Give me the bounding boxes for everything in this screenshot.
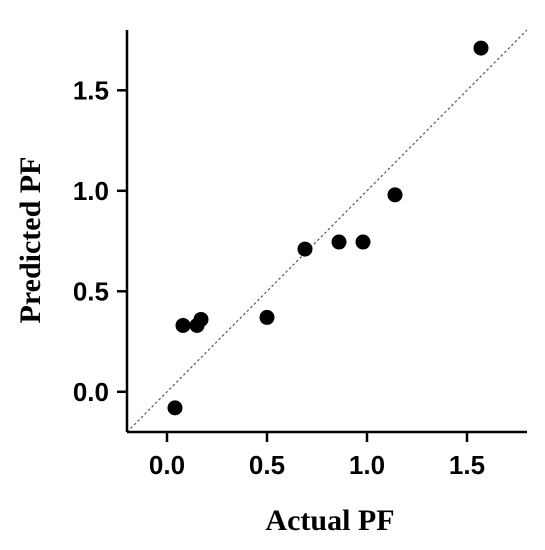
data-point xyxy=(167,400,183,416)
x-axis-title: Actual PF xyxy=(265,504,394,537)
x-tick-label: 1.5 xyxy=(449,450,485,480)
y-tick-label: 1.0 xyxy=(73,176,109,206)
x-tick-labels: 0.0 0.5 1.0 1.5 xyxy=(149,450,485,480)
identity-line-group xyxy=(126,29,528,433)
y-tick-label: 0.0 xyxy=(73,377,109,407)
y-tick-label: 1.5 xyxy=(73,75,109,105)
data-point xyxy=(297,241,313,257)
x-tick-label: 0.0 xyxy=(149,450,185,480)
y-tick-labels: 0.0 0.5 1.0 1.5 xyxy=(73,75,109,407)
data-points xyxy=(167,40,489,416)
x-tick-label: 0.5 xyxy=(249,450,285,480)
identity-line xyxy=(126,29,528,433)
data-point xyxy=(473,40,489,56)
data-point xyxy=(387,187,403,203)
plot-axes xyxy=(117,30,527,442)
y-tick-label: 0.5 xyxy=(73,276,109,306)
data-point xyxy=(175,317,191,333)
data-point xyxy=(259,309,275,325)
x-tick-label: 1.0 xyxy=(349,450,385,480)
y-axis-title: Predicted PF xyxy=(14,157,47,324)
data-point xyxy=(331,234,347,250)
data-point xyxy=(355,234,371,250)
data-point xyxy=(193,311,209,327)
